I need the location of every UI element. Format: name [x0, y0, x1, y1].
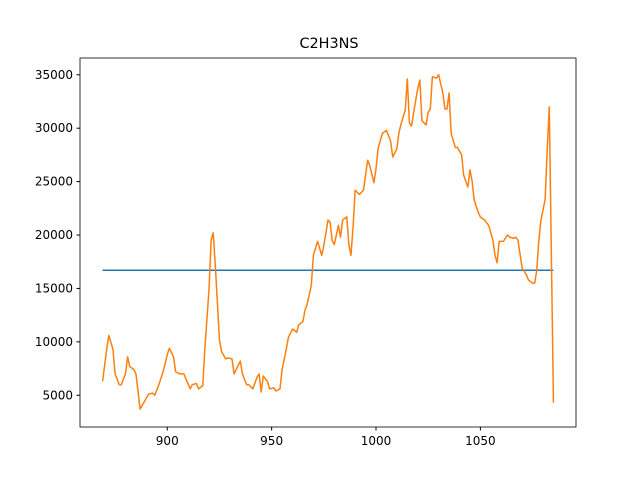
y-tick-label: 15000 [35, 281, 73, 295]
y-tick-label: 25000 [35, 175, 73, 189]
x-tick-label: 950 [260, 434, 283, 448]
data-line [101, 74, 555, 410]
x-tick-label: 1050 [465, 434, 496, 448]
x-tick-label: 900 [156, 434, 179, 448]
y-tick-label: 5000 [42, 388, 73, 402]
chart-title: C2H3NS [299, 36, 358, 52]
y-tick-label: 20000 [35, 228, 73, 242]
y-tick-label: 10000 [35, 335, 73, 349]
x-tick-label: 1000 [361, 434, 392, 448]
plot-frame [79, 57, 577, 428]
y-tick-label: 35000 [35, 68, 73, 82]
y-tick-label: 30000 [35, 121, 73, 135]
